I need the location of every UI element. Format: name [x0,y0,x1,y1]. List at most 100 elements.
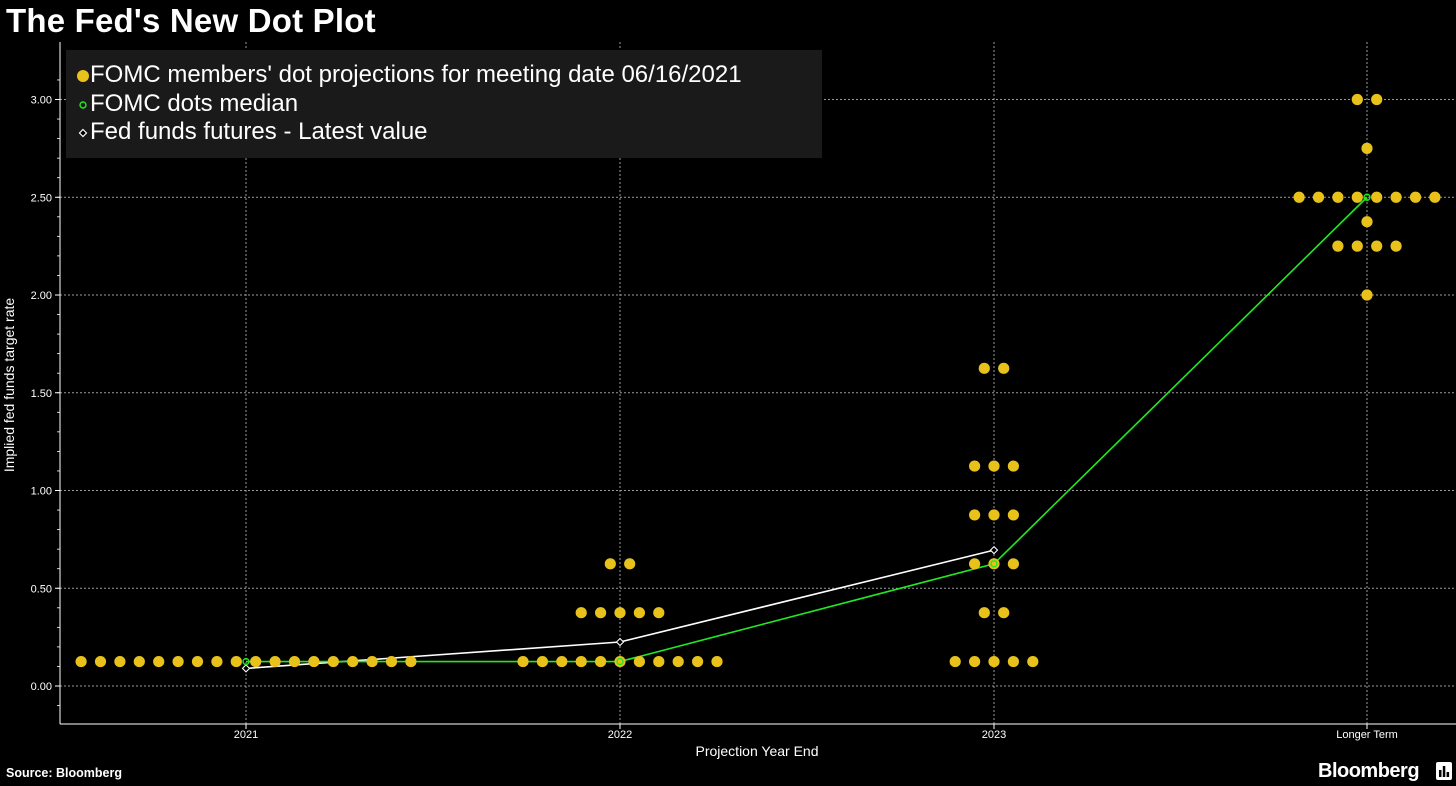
dot-projection [1007,460,1020,472]
dot-projection [653,655,665,668]
dot-projection [230,655,242,668]
bloomberg-logo: Bloomberg [1318,760,1420,782]
x-tick-label: 2021 [234,729,258,741]
dot-projection [949,655,961,668]
dot-projection [1371,191,1383,203]
dot-projection [1371,240,1383,252]
dot-projection [1332,191,1344,203]
legend-marker-futures [78,128,88,138]
dot-projection [1332,240,1344,252]
dot-projection [998,362,1010,374]
dot-projection [94,655,107,668]
dot-projection [1293,191,1305,203]
dot-projection [633,655,646,668]
dot-projection [366,655,378,668]
median-marker [616,657,624,666]
dot-projection [1351,93,1363,106]
grid-layer [60,42,1456,724]
dot-layer [75,93,1441,673]
x-axis-label: Projection Year End [696,743,819,759]
dot-projection [614,607,626,619]
axis-layer: 0.00 0.50 1.00 1.50 2.00 2.50 3.00 2021 2022 2023… [31,42,1456,741]
dot-projection [1007,655,1020,668]
line-layer [245,196,1368,670]
dot-projection [633,607,646,619]
futures-marker [241,664,251,673]
legend-label-median: FOMC dots median [90,90,299,117]
dot-projection [595,655,607,668]
dot-projection [604,558,616,570]
dot-projection [1351,240,1363,252]
dot-projection [988,509,1000,521]
y-tick-label: 3.00 [31,95,52,107]
chart-title: The Fed's New Dot Plot [6,2,376,39]
dot-projection [969,460,981,472]
dot-projection [269,655,281,668]
dot-projection [1390,240,1402,252]
dot-projection [1312,191,1325,203]
dot-projection [1027,655,1039,668]
dot-projection [988,655,1000,668]
dot-projection [1409,191,1422,203]
median-marker [1363,193,1371,201]
dot-projection [405,655,417,668]
y-tick-label: 2.00 [31,290,52,302]
dot-projection [114,655,126,668]
legend-item-futures: Fed funds futures - Latest value [76,118,428,146]
median-line [246,196,1368,663]
dot-projection [624,558,636,570]
x-tick-label: 2022 [608,729,632,741]
dot-projection [711,655,723,668]
dot-projection [614,655,626,668]
dot-projection [1007,558,1020,570]
dot-projection [1371,93,1383,106]
y-axis-label: Implied fed funds target rate [1,298,17,473]
dot-projection [211,655,223,668]
dot-projection [988,558,1000,570]
legend-item-median: FOMC dots median [76,90,298,118]
y-tick-label: 0.00 [31,681,52,693]
dot-projection [133,655,145,668]
dot-projection [998,607,1010,619]
dot-projection [172,655,184,668]
dot-projection [575,607,587,619]
dot-projection [1390,191,1402,203]
dot-projection [1351,191,1363,203]
futures-marker [989,545,999,555]
y-tick-label: 1.50 [31,388,52,400]
futures-marker [615,637,625,647]
dot-projection [536,655,549,668]
dot-projection [153,655,165,668]
legend-label-dots: FOMC members' dot projections for meetin… [90,61,742,88]
dot-projection [517,655,529,668]
legend-marker-dot [77,69,89,82]
dot-projection [250,655,262,668]
source-note: Source: Bloomberg [6,766,122,780]
x-tick-label: 2023 [982,729,1006,741]
dot-projection [988,460,1000,472]
dot-projection [692,655,704,668]
dot-projection [969,509,981,521]
bar-chart-icon [1436,762,1452,780]
dot-projection [1361,216,1373,228]
dot-projection [595,607,607,619]
dot-projection [385,655,398,668]
dot-projection [288,655,301,668]
dot-projection [969,655,981,668]
x-tick-label: Longer Term [1336,729,1398,741]
median-marker [990,560,998,568]
dot-projection [969,558,981,570]
y-tick-label: 2.50 [31,192,52,204]
dot-projection [672,655,684,668]
dot-projection [1429,191,1441,203]
legend-marker-median [79,100,87,109]
dot-projection [327,655,339,668]
chart-legend: FOMC members' dot projections for meetin… [66,50,822,158]
dot-projection [575,655,587,668]
median-marker [242,657,250,666]
legend-item-dots: FOMC members' dot projections for meetin… [76,61,742,89]
dot-projection [347,655,359,668]
y-tick-label: 1.00 [31,486,52,498]
dot-projection [1361,289,1373,301]
